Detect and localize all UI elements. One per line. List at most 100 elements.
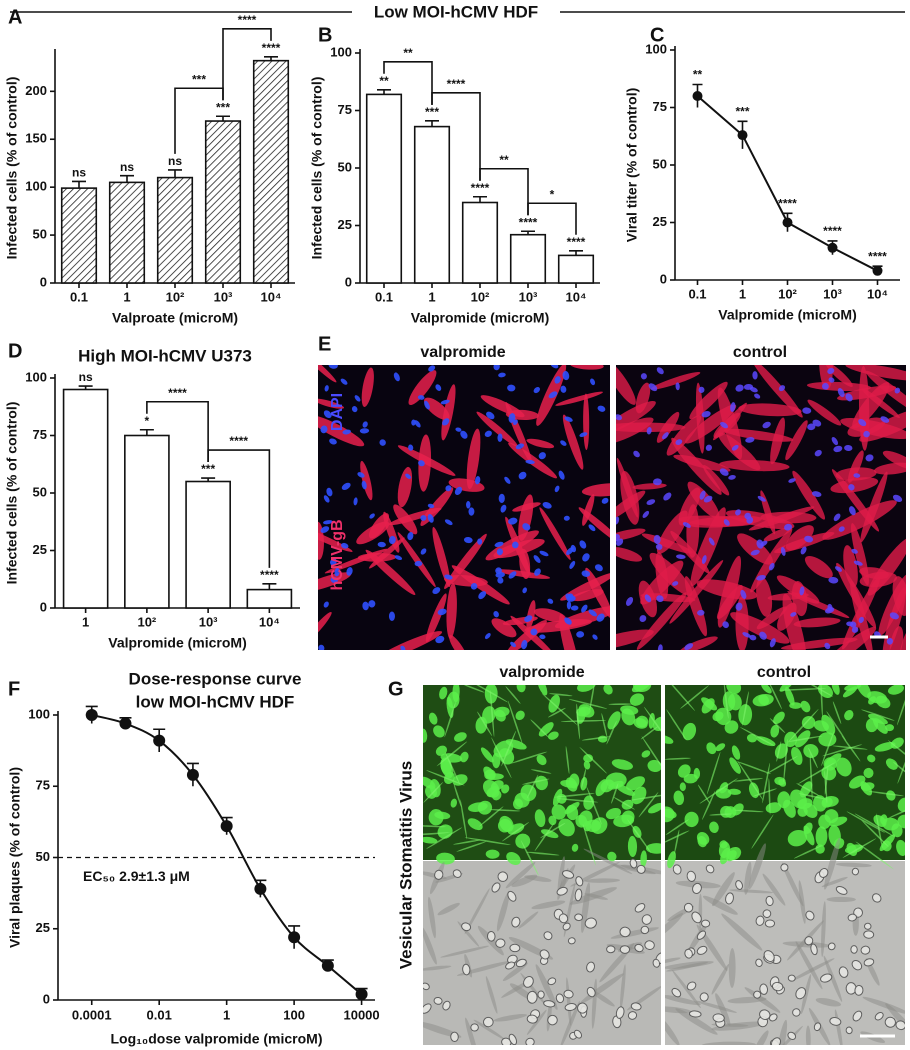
stain-label: DAPI	[329, 393, 346, 431]
cell	[605, 807, 622, 820]
cell	[650, 372, 701, 390]
cell	[679, 782, 686, 792]
cell	[435, 635, 445, 644]
x-axis-label: Valpromide (microM)	[108, 635, 246, 651]
y-tick-label: 100	[25, 179, 47, 194]
cell	[515, 958, 527, 968]
cell	[507, 384, 516, 392]
cell	[576, 709, 580, 740]
cell	[555, 391, 603, 406]
cell	[858, 419, 867, 427]
cell	[318, 572, 352, 593]
cell	[644, 594, 652, 603]
cell	[354, 395, 361, 402]
cell	[323, 601, 329, 608]
bar	[509, 233, 547, 284]
cell	[829, 816, 848, 827]
cell	[784, 523, 793, 531]
bar	[252, 59, 290, 284]
cell	[850, 523, 869, 586]
cell	[574, 913, 584, 922]
cell	[886, 790, 896, 801]
cell	[424, 400, 430, 410]
cell	[579, 432, 588, 437]
cell	[744, 512, 752, 520]
bar	[156, 176, 194, 284]
cell	[753, 1030, 769, 1045]
header: Low MOI-hCMV HDF	[374, 2, 538, 21]
cell	[444, 701, 456, 738]
cell	[684, 643, 694, 650]
cell	[547, 1014, 558, 1026]
cell	[684, 811, 699, 828]
point	[872, 265, 883, 276]
x-tick-label: 1	[82, 614, 89, 629]
cell	[497, 819, 513, 833]
cell	[525, 459, 535, 465]
cell	[611, 783, 619, 804]
cell	[497, 577, 504, 584]
cell	[573, 1029, 583, 1039]
cell	[868, 791, 904, 797]
y-tick-label: 0	[40, 599, 47, 614]
cell	[408, 444, 414, 451]
cell	[696, 832, 710, 845]
cell	[444, 751, 461, 785]
cell	[485, 773, 504, 781]
bar	[124, 434, 170, 609]
cell	[768, 778, 771, 815]
cell	[820, 973, 833, 983]
cell	[394, 555, 403, 560]
cell	[696, 945, 708, 955]
cell	[616, 365, 636, 405]
cell	[640, 726, 658, 740]
cell	[474, 476, 481, 485]
cell	[665, 1016, 680, 1045]
cell	[616, 528, 646, 542]
cell	[819, 365, 833, 390]
cell	[559, 614, 580, 650]
cell	[414, 420, 421, 428]
y-tick-label: 100	[28, 706, 50, 721]
cell	[634, 943, 644, 953]
cell	[803, 822, 813, 834]
row-label: Vesicular Stomatitis Virus	[396, 761, 415, 970]
cell	[851, 959, 863, 971]
cell	[570, 605, 579, 611]
cell	[827, 603, 833, 612]
cell	[613, 796, 635, 810]
cell	[483, 1016, 494, 1028]
cell	[749, 386, 758, 393]
cell	[535, 964, 558, 1010]
cell	[616, 547, 643, 562]
cell	[777, 602, 797, 631]
cell	[562, 922, 571, 931]
cell	[405, 473, 412, 479]
cell	[534, 568, 541, 576]
y-tick-label: 25	[338, 217, 352, 232]
cell	[852, 1010, 863, 1022]
cell	[515, 710, 525, 721]
cell	[829, 1017, 842, 1026]
bar	[246, 588, 293, 609]
cell	[489, 809, 521, 812]
cell	[684, 404, 737, 444]
cell	[608, 780, 624, 790]
cell	[846, 621, 854, 627]
cell	[738, 704, 753, 726]
cell	[420, 548, 427, 555]
y-tick-label: 25	[33, 542, 47, 557]
cell	[461, 922, 472, 932]
cell	[569, 560, 576, 569]
cell	[665, 830, 690, 844]
cell	[522, 523, 531, 531]
cell	[748, 782, 760, 799]
cell	[640, 925, 650, 935]
x-tick-label: 10²	[137, 614, 156, 629]
cell	[538, 722, 554, 737]
cell	[759, 631, 767, 640]
cell	[745, 437, 755, 443]
cell	[539, 550, 549, 557]
y-tick-label: 50	[33, 484, 47, 499]
cell	[418, 460, 425, 467]
